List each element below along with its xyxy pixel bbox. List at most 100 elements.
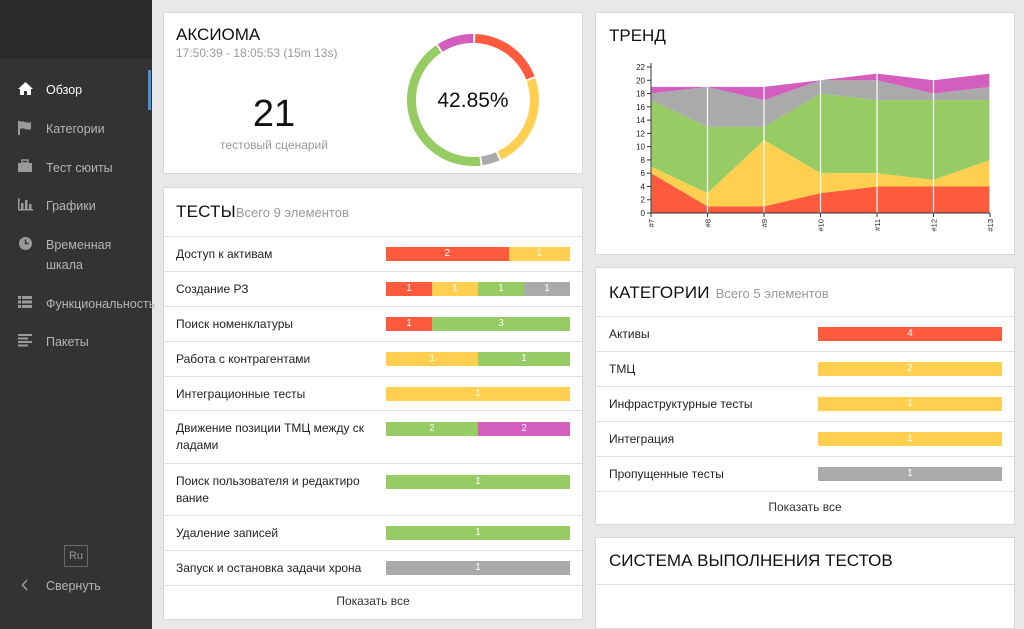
y-tick-label: 10	[636, 143, 645, 152]
y-tick-label: 16	[636, 103, 645, 112]
sidebar-header	[0, 0, 152, 58]
category-row[interactable]: Инфраструктурные тесты 1	[596, 386, 1014, 421]
clock-icon	[16, 235, 34, 251]
donut-slice-failed[interactable]	[474, 34, 535, 80]
status-bar: 1	[818, 467, 1002, 481]
sidebar-item-label: Категории	[46, 122, 105, 136]
category-name: ТМЦ	[609, 362, 636, 376]
sidebar-item-behaviors[interactable]: Функциональность	[0, 294, 155, 314]
status-bar-segment: 4	[818, 327, 1002, 341]
category-name: Активы	[609, 327, 650, 341]
executors-widget: СИСТЕМА ВЫПОЛНЕНИЯ ТЕСТОВ	[595, 537, 1015, 629]
sidebar-item-categories[interactable]: Категории	[0, 119, 152, 139]
category-row[interactable]: Пропущенные тесты 1	[596, 456, 1014, 491]
divider	[164, 585, 582, 586]
suite-row[interactable]: Работа с контрагентами 1 1	[164, 341, 582, 376]
sidebar-item-label: Пакеты	[46, 335, 89, 349]
suites-widget: ТЕСТЫ Всего 9 элементов Доступ к активам…	[163, 187, 583, 620]
active-indicator	[148, 70, 151, 110]
x-tick-label: #11	[873, 219, 882, 231]
list-icon	[16, 294, 34, 310]
executors-title: СИСТЕМА ВЫПОЛНЕНИЯ ТЕСТОВ	[609, 551, 893, 570]
y-tick-label: 4	[641, 182, 646, 191]
donut-slice-broken[interactable]	[497, 78, 539, 160]
status-bar-segment: 2	[386, 422, 478, 436]
language-button[interactable]: Ru	[64, 545, 88, 567]
category-name: Пропущенные тесты	[609, 467, 724, 481]
suite-row[interactable]: Поиск номенклатуры 1 3	[164, 306, 582, 341]
x-tick-label: #13	[986, 219, 995, 232]
suite-row[interactable]: Поиск пользователя и редактиро вание 1	[164, 463, 582, 515]
suite-row[interactable]: Доступ к активам 2 1	[164, 236, 582, 271]
bar-chart-icon	[16, 196, 34, 212]
y-tick-label: 0	[641, 209, 646, 218]
donut-slice-passed[interactable]	[407, 45, 481, 166]
show-all-suites-link[interactable]: Показать все	[336, 594, 410, 608]
suite-row[interactable]: Движение позиции ТМЦ между ск ладами 2 2	[164, 410, 582, 463]
donut-slice-skipped[interactable]	[481, 152, 500, 166]
status-bar: 2	[818, 362, 1002, 376]
flag-icon	[16, 119, 34, 135]
y-tick-label: 18	[636, 90, 645, 99]
y-tick-label: 14	[636, 116, 645, 125]
status-bar-segment: 1	[508, 247, 570, 261]
trend-area-skipped[interactable]	[651, 80, 990, 127]
status-bar-segment: 1	[386, 282, 432, 296]
status-bar: 1	[818, 432, 1002, 446]
categories-count: Всего 5 элементов	[715, 286, 829, 301]
donut-slice-unknown[interactable]	[437, 34, 474, 52]
suite-row[interactable]: Удаление записей 1	[164, 515, 582, 550]
sidebar-item-packages[interactable]: Пакеты	[0, 332, 152, 352]
status-bar-segment: 3	[432, 317, 570, 331]
collapse-label: Свернуть	[46, 579, 101, 593]
categories-header: КАТЕГОРИИ Всего 5 элементов	[609, 283, 829, 303]
sidebar-item-label: Тест сюиты	[46, 161, 113, 175]
status-bar-segment: 1	[432, 282, 478, 296]
status-bar-segment: 1	[386, 475, 570, 489]
x-tick-label: #9	[760, 219, 769, 227]
suite-name: Доступ к активам	[176, 247, 273, 261]
suites-title: ТЕСТЫ	[176, 202, 236, 221]
category-row[interactable]: ТМЦ 2	[596, 351, 1014, 386]
sidebar-item-overview[interactable]: Обзор	[0, 80, 152, 100]
status-bar-segment: 1	[478, 352, 570, 366]
sidebar-item-timeline[interactable]: Временная шкала	[0, 235, 152, 275]
y-tick-label: 2	[641, 196, 646, 205]
sidebar-item-suites[interactable]: Тест сюиты	[0, 158, 152, 178]
suite-row[interactable]: Создание РЗ 1 1 1 1	[164, 271, 582, 306]
category-name: Инфраструктурные тесты	[609, 397, 753, 411]
collapse-button[interactable]: Свернуть	[16, 578, 101, 594]
suite-name: Поиск номенклатуры	[176, 317, 294, 331]
sidebar-item-label: Временная шкала	[46, 238, 112, 272]
status-bar: 1	[386, 561, 570, 575]
status-bar: 1	[818, 397, 1002, 411]
x-tick-label: #10	[817, 219, 826, 232]
suite-row[interactable]: Запуск и остановка задачи хрона 1	[164, 550, 582, 585]
divider	[596, 491, 1014, 492]
y-tick-label: 12	[636, 129, 645, 138]
status-bar: 1	[386, 526, 570, 540]
y-tick-label: 22	[636, 63, 645, 72]
status-bar-segment: 1	[818, 467, 1002, 481]
category-row[interactable]: Интеграция 1	[596, 421, 1014, 456]
suite-name: Создание РЗ	[176, 282, 249, 296]
sidebar-item-graphs[interactable]: Графики	[0, 196, 152, 216]
report-title: АКСИОМА	[176, 25, 261, 44]
y-tick-label: 8	[641, 156, 646, 165]
trend-area-unknown[interactable]	[651, 73, 990, 101]
status-bar-segment: 2	[478, 422, 570, 436]
test-case-count-label: тестовый сценарий	[220, 138, 328, 152]
suite-name: Интеграционные тесты	[176, 387, 306, 401]
show-all-categories-link[interactable]: Показать все	[768, 500, 842, 514]
suite-row[interactable]: Интеграционные тесты 1	[164, 376, 582, 410]
trend-chart[interactable]: 0 2 4 6 8 10 12 14 16 18 20 22 #7 #8 #9 #10 #11 #12 #13	[596, 13, 1016, 256]
sidebar: Обзор Категории Тест сюиты Графики Време…	[0, 0, 155, 629]
category-row[interactable]: Активы 4	[596, 316, 1014, 351]
status-bar-segment: 1	[386, 526, 570, 540]
status-bar: 1	[386, 475, 570, 489]
y-tick-label: 6	[641, 169, 646, 178]
status-donut-chart[interactable]: 42.85%	[404, 31, 542, 169]
